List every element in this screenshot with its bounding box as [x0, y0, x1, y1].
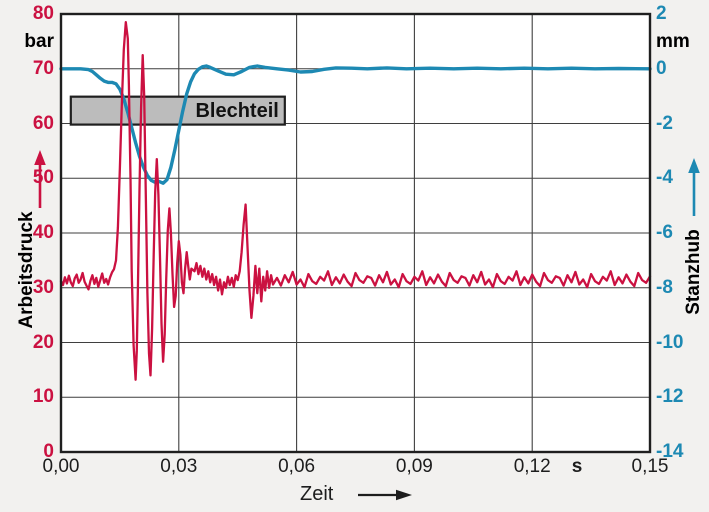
right-axis-tick-label: 0: [656, 57, 667, 79]
left-axis-tick-label: 10: [32, 386, 54, 408]
x-axis-tick-label: 0,15: [631, 456, 669, 477]
right-axis-tick-label: -6: [656, 222, 673, 243]
left-axis-tick-label: 30: [32, 276, 54, 298]
plot-border: [59, 12, 652, 454]
left-axis-tick-label: 70: [32, 57, 54, 79]
right-axis-tick-label: -10: [656, 331, 684, 353]
right-axis-unit: mm: [656, 31, 690, 52]
stanzhub-curve: [59, 64, 652, 185]
left-axis-tick-label: 40: [32, 222, 54, 243]
zeit-right-arrow-icon: [358, 489, 412, 501]
right-axis-tick-label: -2: [656, 112, 673, 134]
blechteil-annotation-rect: [69, 95, 286, 126]
left-axis-tick-label: 60: [32, 112, 54, 134]
arbeitsdruck-curve: [59, 21, 652, 381]
right-axis-tick-label: -12: [656, 386, 684, 408]
right-axis-tick-label: -8: [656, 276, 673, 298]
left-axis-tick-label: 80: [32, 3, 54, 24]
left-axis-tick-label: 50: [32, 167, 54, 189]
right-axis-tick-label: -14: [656, 441, 684, 462]
left-axis-tick-label: 20: [32, 331, 54, 353]
stanzhub-up-arrow-icon: [688, 158, 700, 216]
x-axis-tick-label: 0,06: [278, 456, 316, 477]
blechteil-annotation-label: Blechteil: [195, 99, 279, 122]
right-axis-tick-label: -4: [656, 167, 673, 189]
x-axis-unit: s: [571, 456, 583, 477]
x-axis-title: Zeit: [300, 483, 334, 505]
x-axis-tick-label: 0,03: [160, 456, 198, 477]
x-axis-tick-label: 0,09: [395, 456, 433, 477]
left-axis-unit: bar: [24, 31, 54, 52]
x-axis-tick-label: 0,12: [513, 456, 551, 477]
right-axis-tick-label: 2: [656, 3, 667, 24]
x-axis-tick-label: 0,00: [42, 456, 80, 477]
arbeitsdruck-up-arrow-icon: [34, 150, 46, 208]
left-axis-tick-label: 0: [43, 441, 54, 462]
